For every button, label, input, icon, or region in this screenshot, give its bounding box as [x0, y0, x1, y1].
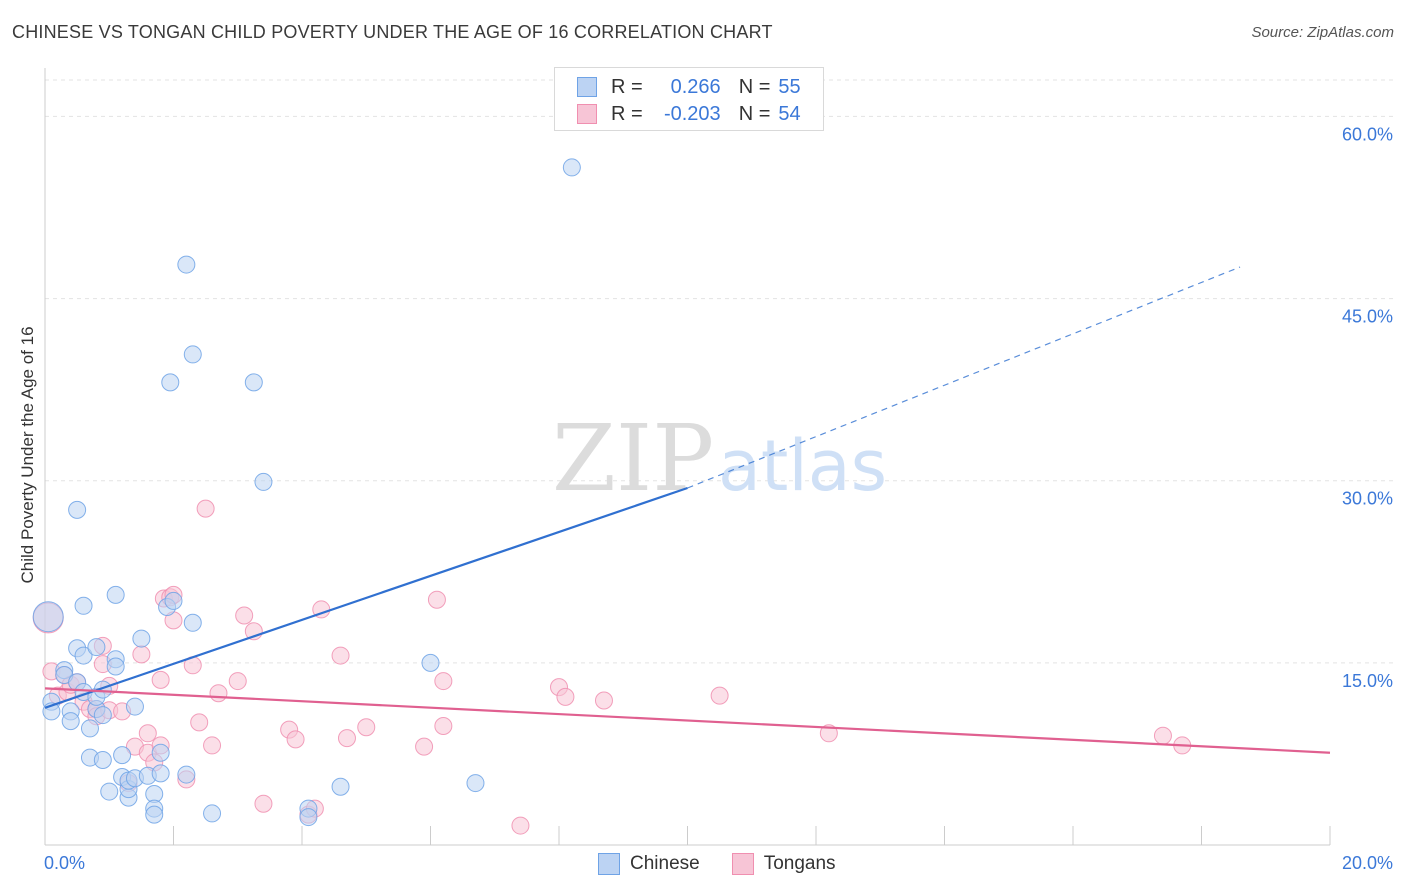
point-tongans [254, 794, 273, 813]
point-chinese [151, 764, 170, 783]
point-tongans [190, 713, 209, 732]
point-tongans [594, 691, 613, 710]
point-tongans [235, 606, 254, 625]
point-tongans [434, 672, 453, 691]
point-tongans [556, 687, 575, 706]
data-points [32, 158, 1192, 835]
point-chinese [254, 472, 273, 491]
legend-row-chinese: R = 0.266 N = 55 [577, 74, 801, 100]
watermark: ZIP atlas [552, 405, 887, 512]
point-tongans [710, 686, 729, 705]
point-chinese [68, 500, 87, 519]
axis-labels: Child Poverty Under the Age of 16 [18, 326, 37, 583]
point-tongans [415, 737, 434, 756]
point-tongans [151, 670, 170, 689]
point-chinese [93, 706, 112, 725]
point-tongans [228, 672, 247, 691]
point-tongans [331, 646, 350, 665]
point-chinese [32, 601, 64, 633]
point-tongans [427, 590, 446, 609]
point-tongans [138, 724, 157, 743]
x-tick-label: 20.0% [1342, 853, 1393, 873]
chinese-swatch [598, 853, 620, 875]
source-credit: Source: ZipAtlas.com [1251, 24, 1394, 41]
point-chinese [203, 804, 222, 823]
point-chinese [74, 646, 93, 665]
point-chinese [74, 596, 93, 615]
n-value-chinese: 55 [778, 75, 801, 98]
r-label: R = [611, 102, 643, 125]
point-chinese [87, 638, 106, 657]
series-legend: Chinese Tongans [598, 852, 868, 876]
regression-line-tongans [44, 687, 1331, 754]
point-chinese [299, 808, 318, 827]
legend-item-tongans: Tongans [731, 853, 836, 875]
y-tick-label: 30.0% [1342, 489, 1393, 509]
r-value-chinese: 0.266 [670, 75, 721, 98]
legend-label-chinese: Chinese [630, 853, 700, 874]
point-chinese [61, 712, 80, 731]
point-chinese [93, 751, 112, 769]
point-chinese [183, 345, 202, 364]
regression-line-chinese [44, 486, 688, 709]
point-tongans [1153, 726, 1172, 745]
point-chinese [151, 743, 170, 762]
regression-extension-chinese [687, 266, 1241, 489]
point-chinese [183, 613, 202, 632]
point-tongans [286, 730, 305, 749]
point-tongans [196, 499, 215, 518]
point-chinese [132, 629, 151, 648]
axes: 15.0% 30.0% 45.0% 60.0% 0.0% 20.0% [44, 68, 1393, 873]
correlation-legend: R = 0.266 N = 55 R = -0.203 N = 54 [554, 67, 824, 131]
point-tongans [209, 684, 228, 703]
point-chinese [145, 805, 164, 824]
point-chinese [93, 680, 112, 699]
point-tongans [434, 717, 453, 735]
grid-lines [45, 79, 1395, 664]
point-chinese [177, 765, 196, 784]
point-chinese [113, 746, 132, 765]
point-chinese [244, 373, 263, 392]
tongans-swatch [577, 104, 597, 124]
chinese-swatch [577, 77, 597, 97]
point-tongans [203, 736, 222, 755]
point-chinese [80, 719, 99, 738]
regression-lines [44, 266, 1331, 754]
x-tick-label: 0.0% [44, 853, 85, 873]
point-chinese [106, 585, 125, 604]
point-tongans [132, 645, 151, 664]
point-chinese [177, 255, 196, 274]
point-chinese [562, 158, 581, 177]
y-tick-label: 15.0% [1342, 671, 1393, 691]
point-chinese [466, 774, 485, 793]
point-chinese [164, 591, 183, 610]
point-chinese [161, 373, 180, 392]
point-chinese [125, 697, 144, 716]
y-axis-label: Child Poverty Under the Age of 16 [18, 326, 37, 583]
watermark-atlas: atlas [718, 425, 887, 507]
r-value-tongans: -0.203 [663, 102, 721, 125]
y-tick-label: 60.0% [1342, 124, 1393, 144]
tongans-swatch [731, 853, 754, 875]
point-tongans [511, 816, 530, 835]
point-tongans [337, 729, 356, 748]
point-chinese [100, 782, 119, 801]
point-chinese [421, 653, 440, 672]
point-chinese [106, 657, 125, 676]
point-tongans [819, 724, 838, 743]
n-value-tongans: 54 [778, 102, 801, 125]
watermark-zip: ZIP [552, 405, 714, 512]
point-tongans [357, 718, 376, 737]
r-label: R = [611, 75, 643, 98]
legend-row-tongans: R = -0.203 N = 54 [577, 101, 801, 127]
point-chinese [331, 777, 350, 796]
n-label: N = [738, 102, 771, 125]
legend-item-chinese: Chinese [598, 853, 700, 875]
n-label: N = [738, 75, 771, 98]
chart-title: CHINESE VS TONGAN CHILD POVERTY UNDER TH… [12, 22, 773, 42]
legend-label-tongans: Tongans [763, 853, 836, 874]
y-tick-label: 45.0% [1342, 307, 1393, 327]
